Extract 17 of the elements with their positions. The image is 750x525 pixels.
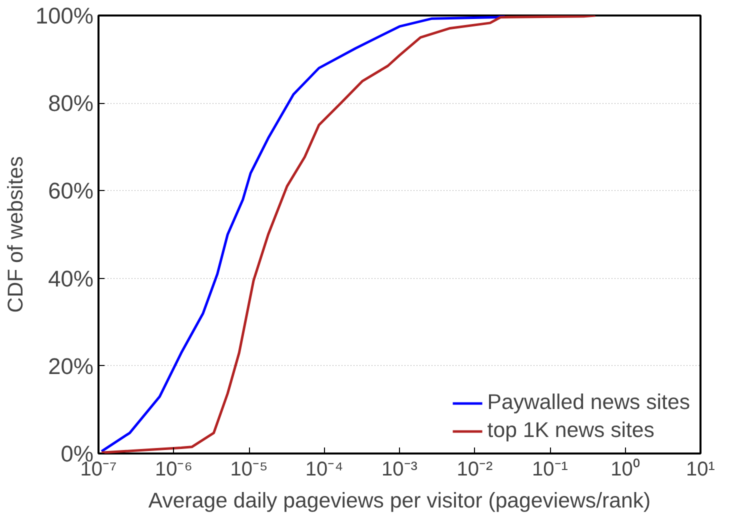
x-tick-label: 10⁻⁶ (155, 458, 192, 480)
y-tick-label: 60% (48, 178, 94, 204)
y-tick-label: 40% (48, 265, 94, 292)
x-tick-label: 10⁻⁵ (230, 458, 268, 480)
y-tick-label: 20% (48, 352, 94, 379)
x-tick-label: 10⁻¹ (532, 458, 568, 480)
x-tick-label: 10⁻⁴ (305, 458, 344, 480)
x-tick-label: 10¹ (686, 458, 716, 480)
x-axis-title: Average daily pageviews per visitor (pageviews/rank) (148, 488, 651, 512)
y-tick-label: 100% (36, 2, 94, 28)
legend-label: top 1K news sites (487, 418, 654, 443)
x-tick-label: 10⁰ (610, 458, 640, 480)
x-tick-label: 10⁻³ (382, 458, 418, 480)
x-tick-label: 10⁻² (456, 458, 494, 480)
y-axis-title: CDF of websites (4, 156, 28, 313)
legend-label: Paywalled news sites (487, 390, 690, 415)
y-tick-label: 80% (48, 90, 94, 116)
